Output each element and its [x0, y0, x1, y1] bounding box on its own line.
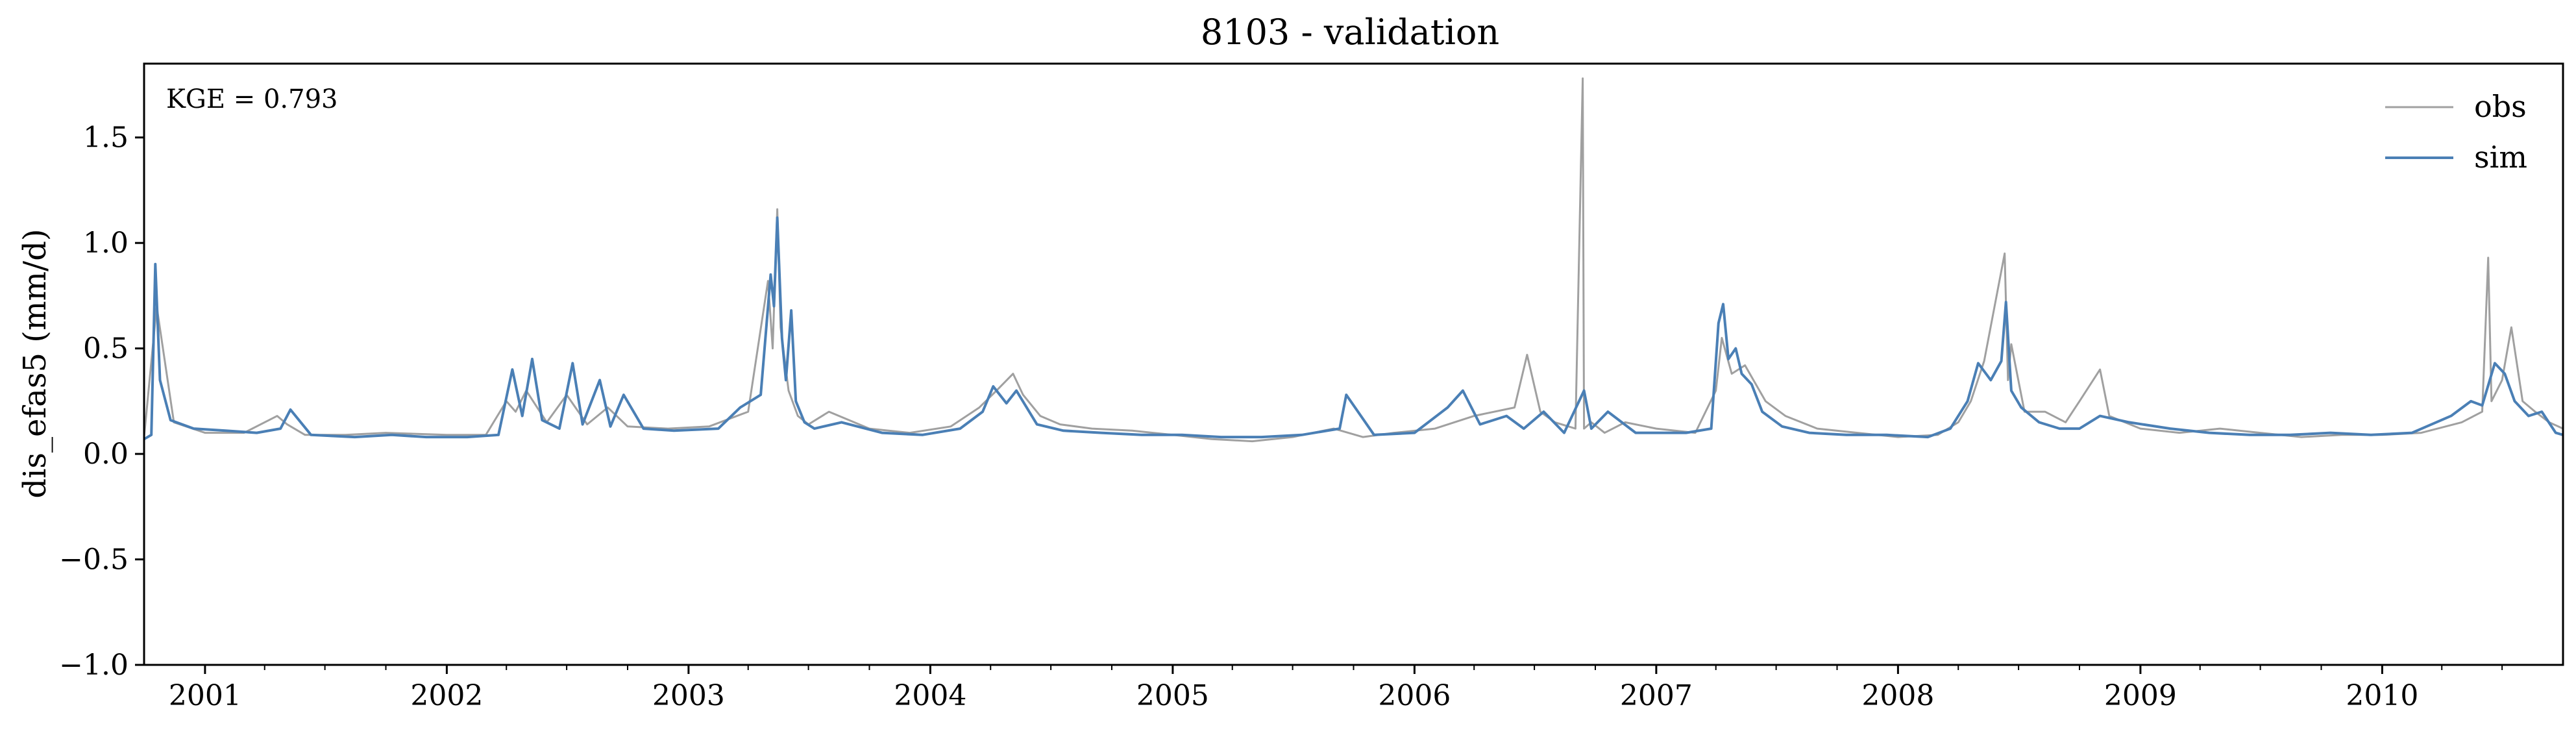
- plot-frame: [143, 62, 2564, 666]
- legend: obs sim: [2385, 89, 2527, 175]
- y-tick-label: 0.5: [83, 332, 129, 366]
- plot-area: [143, 62, 2564, 666]
- series-line-obs: [143, 77, 2564, 443]
- kge-annotation: KGE = 0.793: [166, 84, 338, 114]
- chart-title: 8103 - validation: [1201, 12, 1499, 53]
- x-tick-label: 2010: [2346, 679, 2418, 712]
- x-tick-label: 2008: [1861, 679, 1934, 712]
- y-tick-label: −0.5: [59, 543, 129, 577]
- y-tick-label: −1.0: [59, 649, 129, 682]
- x-tick-label: 2005: [1136, 679, 1209, 712]
- series-line-sim: [143, 216, 2564, 441]
- legend-label-obs: obs: [2474, 89, 2527, 124]
- x-tick-label: 2006: [1378, 679, 1451, 712]
- x-tick-label: 2003: [652, 679, 725, 712]
- x-tick-label: 2009: [2104, 679, 2177, 712]
- x-tick-label: 2001: [169, 679, 241, 712]
- y-tick-label: 1.5: [83, 121, 129, 155]
- x-axis: 2001 2002 2003 2004 2005 2006 2007 2008 2009 2010: [169, 665, 2503, 712]
- y-axis: −1.0 −0.5 0.0 0.5 1.0 1.5: [59, 121, 144, 682]
- x-tick-label: 2007: [1620, 679, 1693, 712]
- series-layer: [143, 77, 2564, 443]
- x-tick-label: 2004: [894, 679, 966, 712]
- y-tick-label: 1.0: [83, 227, 129, 260]
- y-axis-label: dis_efas5 (mm/d): [17, 229, 53, 498]
- legend-label-sim: sim: [2474, 140, 2527, 175]
- x-tick-label: 2002: [410, 679, 483, 712]
- y-tick-label: 0.0: [83, 438, 129, 471]
